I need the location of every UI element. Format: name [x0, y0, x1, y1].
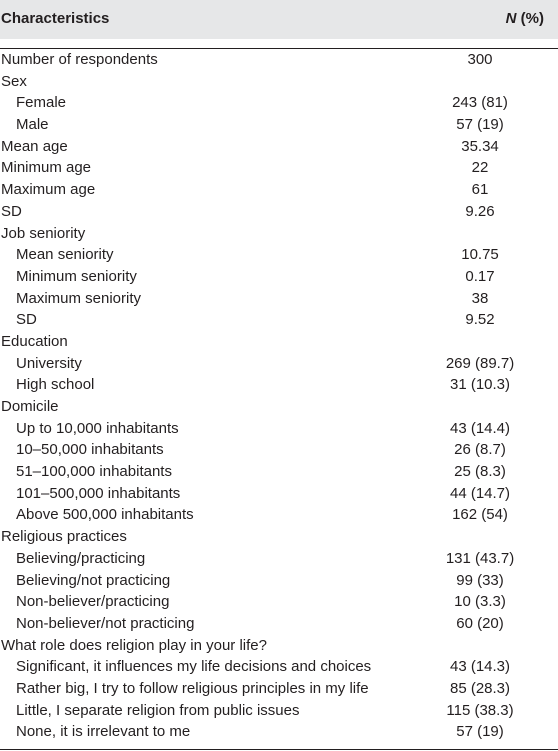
row-label: What role does religion play in your lif… [1, 636, 267, 654]
header-characteristics: Characteristics [1, 10, 110, 27]
row-value: 10 (3.3) [454, 593, 506, 611]
row-label: Rather big, I try to follow religious pr… [16, 679, 369, 697]
row-label: Non-believer/not practicing [16, 614, 195, 632]
row-value: 10.75 [461, 246, 499, 264]
row-value: 115 (38.3) [446, 701, 514, 719]
row-label: 51–100,000 inhabitants [16, 463, 172, 481]
row-label: Minimum age [1, 159, 92, 177]
row-label: Domicile [1, 398, 59, 415]
row-value: 9.52 [465, 311, 495, 329]
row-value: 57 (19) [456, 723, 504, 741]
row-label: 101–500,000 inhabitants [16, 484, 181, 502]
row-label: Job seniority [1, 224, 86, 242]
row-label: Up to 10,000 inhabitants [16, 419, 179, 437]
table-row: Minimum age 22 [0, 157, 558, 179]
table-row: Mean seniority 10.75 [0, 244, 558, 266]
row-label: Maximum age [1, 181, 96, 199]
row-label: Believing/not practicing [16, 571, 171, 589]
row-label: Mean seniority [16, 246, 114, 264]
table-row: Above 500,000 inhabitants 162 (54) [0, 504, 558, 526]
row-label: University [16, 354, 82, 372]
row-label: Believing/practicing [16, 549, 146, 567]
row-label: Significant, it influences my life decis… [16, 658, 372, 676]
row-value: 31 (10.3) [449, 376, 511, 394]
table-row: Sex [0, 71, 558, 93]
row-value: 44 (14.7) [449, 484, 511, 502]
table-row: Maximum age 61 [0, 179, 558, 201]
header-n: N [505, 10, 517, 27]
row-value: 35.34 [461, 137, 499, 155]
table-row: Rather big, I try to follow religious pr… [0, 678, 558, 700]
table-row: Job seniority [0, 223, 558, 245]
table-row: Little, I separate religion from public … [0, 700, 558, 722]
row-value: 0.17 [465, 267, 495, 285]
table-row: 101–500,000 inhabitants 44 (14.7) [0, 483, 558, 505]
row-label: Female [16, 94, 67, 112]
row-value: 60 (20) [456, 614, 504, 632]
table-body: Number of respondents 300 Sex Female 243 (81… [0, 48, 558, 743]
row-label: Maximum seniority [16, 289, 142, 307]
row-value: 162 (54) [452, 506, 508, 524]
row-label: Sex [1, 72, 27, 90]
table-row: High school 31 (10.3) [0, 374, 558, 396]
row-label: High school [16, 376, 95, 394]
header-n-percent: N (%) [506, 10, 544, 27]
row-value: 61 [471, 181, 489, 199]
row-value: 43 (14.4) [449, 419, 511, 437]
row-label: SD [1, 202, 22, 220]
table-row: Domicile [0, 396, 558, 418]
row-value: 43 (14.3) [449, 658, 511, 676]
row-label: Little, I separate religion from public … [16, 701, 300, 719]
row-value: 269 (89.7) [445, 354, 515, 372]
row-label: Minimum seniority [16, 267, 137, 285]
row-value: 131 (43.7) [445, 549, 515, 567]
table-row: University 269 (89.7) [0, 353, 558, 375]
row-label: Above 500,000 inhabitants [16, 506, 194, 524]
row-value: 22 [471, 159, 489, 177]
table-row: Up to 10,000 inhabitants 43 (14.4) [0, 418, 558, 440]
row-label: SD [16, 311, 37, 329]
row-value: 85 (28.3) [449, 679, 511, 697]
table-row: SD 9.52 [0, 309, 558, 331]
row-label: None, it is irrelevant to me [16, 723, 191, 741]
table-row: None, it is irrelevant to me 57 (19) [0, 721, 558, 743]
table-row: 10–50,000 inhabitants 26 (8.7) [0, 439, 558, 461]
row-label: Male [16, 116, 49, 134]
row-value: 9.26 [465, 202, 495, 220]
table-row: Number of respondents 300 [0, 49, 558, 71]
table-row: Believing/practicing 131 (43.7) [0, 548, 558, 570]
table-row: Male 57 (19) [0, 114, 558, 136]
row-value: 300 [467, 51, 493, 68]
row-label: Mean age [1, 137, 68, 155]
table-row: Non-believer/not practicing 60 (20) [0, 613, 558, 635]
row-value: 25 (8.3) [454, 463, 506, 481]
table-row: Significant, it influences my life decis… [0, 656, 558, 678]
table-header: Characteristics N (%) [0, 0, 558, 39]
row-value: 99 (33) [456, 571, 504, 589]
table-row: What role does religion play in your lif… [0, 635, 558, 657]
row-value: 57 (19) [456, 116, 504, 134]
table-row: Education [0, 331, 558, 353]
bottom-rule [0, 749, 558, 750]
row-value: 243 (81) [452, 94, 508, 112]
row-label: 10–50,000 inhabitants [16, 441, 164, 459]
header-percent: (%) [516, 10, 544, 27]
row-value: 38 [471, 289, 489, 307]
table-row: Female 243 (81) [0, 92, 558, 114]
table-row: SD 9.26 [0, 201, 558, 223]
table-row: Believing/not practicing 99 (33) [0, 570, 558, 592]
row-label: Non-believer/practicing [16, 593, 170, 611]
table-row: Religious practices [0, 526, 558, 548]
table-row: Minimum seniority 0.17 [0, 266, 558, 288]
table-row: Maximum seniority 38 [0, 288, 558, 310]
row-value: 26 (8.7) [454, 441, 506, 459]
table-row: Mean age 35.34 [0, 136, 558, 158]
table-row: 51–100,000 inhabitants 25 (8.3) [0, 461, 558, 483]
row-label: Number of respondents [1, 51, 158, 68]
row-label: Education [1, 332, 68, 350]
row-label: Religious practices [1, 528, 127, 546]
table-row: Non-believer/practicing 10 (3.3) [0, 591, 558, 613]
